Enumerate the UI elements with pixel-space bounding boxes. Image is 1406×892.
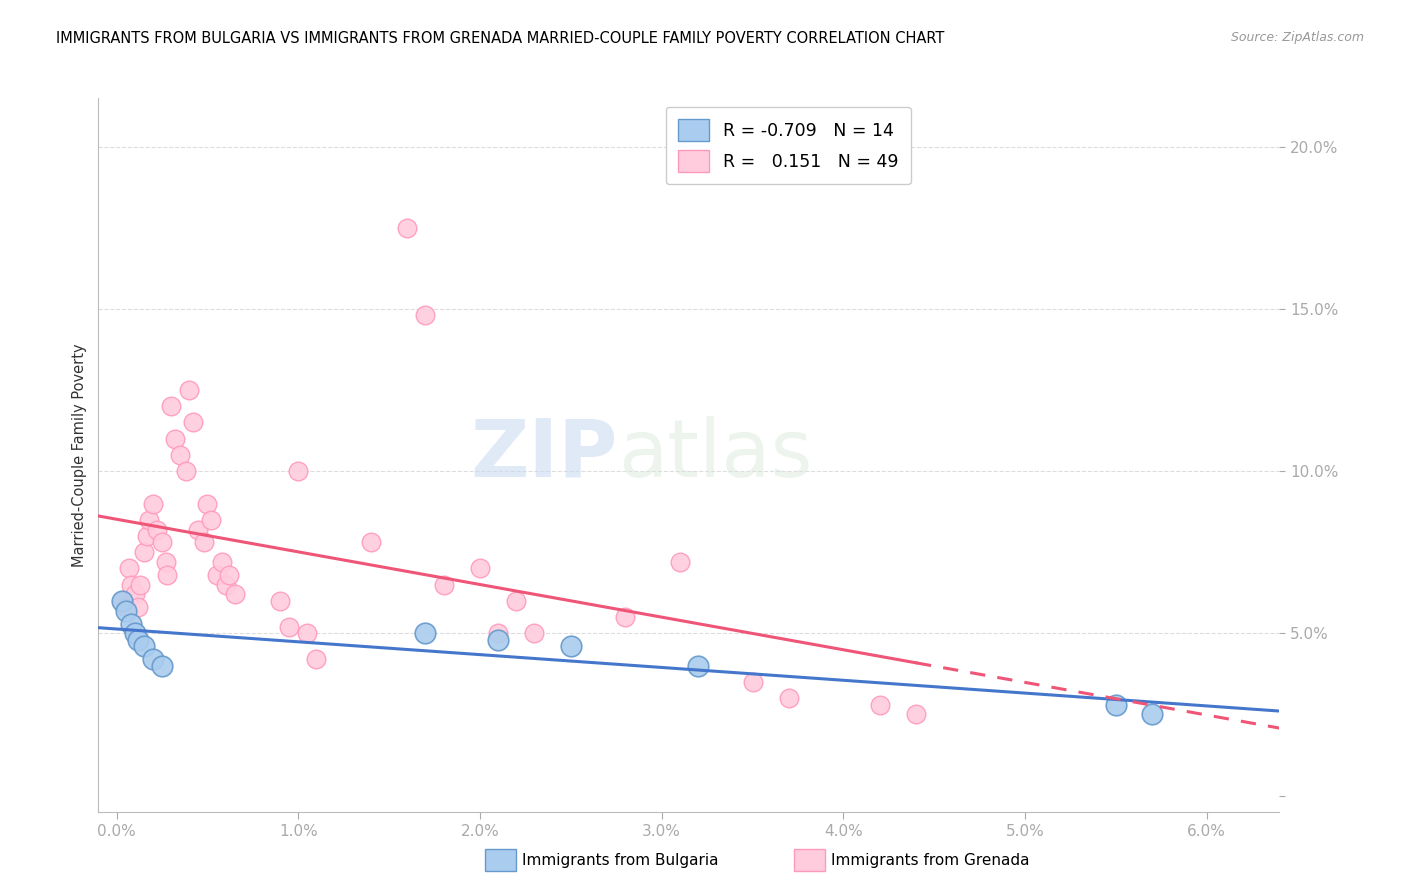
Point xyxy=(614,610,637,624)
Point xyxy=(111,594,134,608)
Point xyxy=(433,577,456,591)
Point xyxy=(169,448,191,462)
Point xyxy=(468,561,491,575)
Text: Immigrants from Bulgaria: Immigrants from Bulgaria xyxy=(522,854,718,868)
Point xyxy=(111,594,134,608)
Point xyxy=(129,577,152,591)
Point xyxy=(224,587,246,601)
Point xyxy=(142,652,165,666)
Point xyxy=(297,626,319,640)
Point xyxy=(114,604,136,618)
Point xyxy=(869,698,891,712)
Point xyxy=(160,399,183,413)
Point xyxy=(187,523,209,537)
Point xyxy=(278,620,301,634)
Point xyxy=(1105,698,1128,712)
Point xyxy=(415,626,437,640)
Point xyxy=(778,691,800,706)
Point xyxy=(179,383,201,397)
Point xyxy=(124,587,146,601)
Point xyxy=(120,616,142,631)
Text: Source: ZipAtlas.com: Source: ZipAtlas.com xyxy=(1230,31,1364,45)
Point xyxy=(686,658,709,673)
Point xyxy=(200,513,222,527)
Text: Immigrants from Grenada: Immigrants from Grenada xyxy=(831,854,1029,868)
Point xyxy=(156,568,179,582)
Point xyxy=(118,561,141,575)
Point xyxy=(905,707,928,722)
Point xyxy=(205,568,228,582)
Point xyxy=(150,658,173,673)
Point xyxy=(211,555,233,569)
Point xyxy=(145,523,167,537)
Point xyxy=(127,632,149,647)
Point xyxy=(132,640,155,654)
Point xyxy=(163,432,186,446)
Text: atlas: atlas xyxy=(619,416,813,494)
Point xyxy=(741,675,763,690)
Point xyxy=(181,416,204,430)
Point xyxy=(1142,707,1164,722)
Point xyxy=(218,568,240,582)
Point xyxy=(138,513,160,527)
Point xyxy=(142,497,165,511)
Point xyxy=(174,464,197,478)
Text: ZIP: ZIP xyxy=(471,416,619,494)
Point xyxy=(197,497,219,511)
Point xyxy=(127,600,149,615)
Point xyxy=(114,600,136,615)
Point xyxy=(305,652,328,666)
Point xyxy=(486,626,509,640)
Point xyxy=(560,640,582,654)
Point xyxy=(287,464,309,478)
Point xyxy=(132,545,155,559)
Point xyxy=(124,626,146,640)
Legend: R = -0.709   N = 14, R =   0.151   N = 49: R = -0.709 N = 14, R = 0.151 N = 49 xyxy=(665,107,911,185)
Point xyxy=(486,632,509,647)
Point xyxy=(120,577,142,591)
Point xyxy=(396,220,419,235)
Point xyxy=(415,309,437,323)
Y-axis label: Married-Couple Family Poverty: Married-Couple Family Poverty xyxy=(72,343,87,566)
Point xyxy=(155,555,177,569)
Point xyxy=(136,529,159,543)
Point xyxy=(269,594,291,608)
Text: IMMIGRANTS FROM BULGARIA VS IMMIGRANTS FROM GRENADA MARRIED-COUPLE FAMILY POVERT: IMMIGRANTS FROM BULGARIA VS IMMIGRANTS F… xyxy=(56,31,945,46)
Point xyxy=(360,535,382,549)
Point xyxy=(523,626,546,640)
Point xyxy=(193,535,215,549)
Point xyxy=(150,535,173,549)
Point xyxy=(669,555,692,569)
Point xyxy=(214,577,236,591)
Point xyxy=(505,594,527,608)
